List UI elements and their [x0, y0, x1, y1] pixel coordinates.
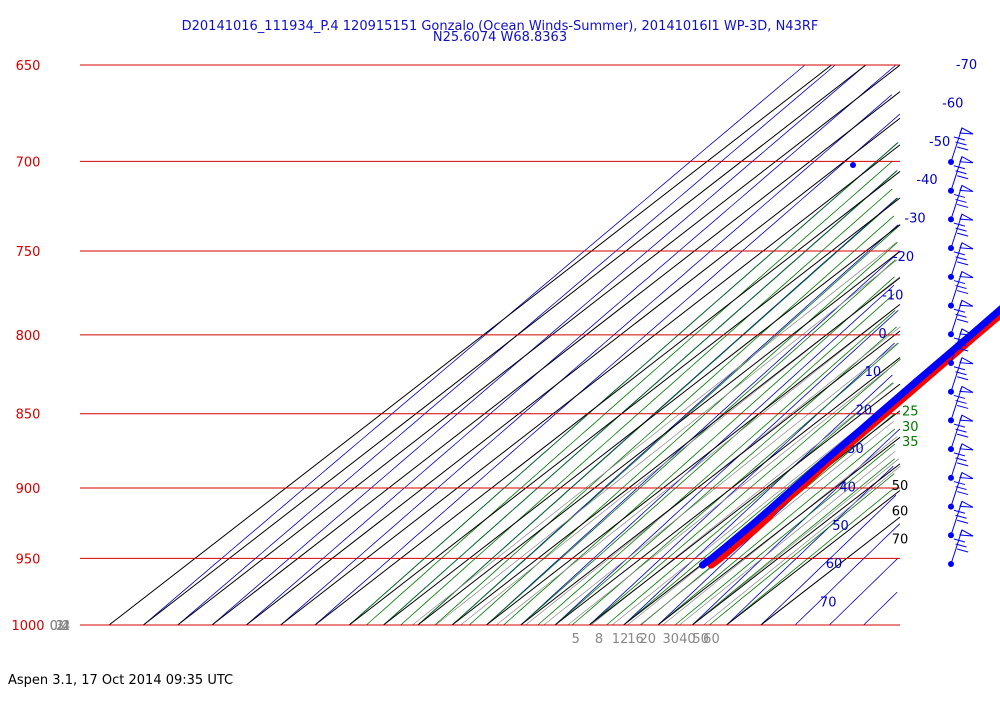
dry-adiabat-label: 60: [826, 557, 843, 572]
wind-barb-feather: [957, 377, 968, 380]
wind-barb-pennant: [960, 300, 973, 306]
pressure-label: 900: [16, 482, 41, 497]
wind-barb-pennant: [960, 272, 973, 278]
dry-adiabat-label: -10: [882, 288, 903, 303]
wind-barb-pennant: [960, 243, 973, 249]
dry-adiabat-line: [281, 95, 892, 625]
wind-barb-pennant: [960, 358, 973, 364]
moist-adiabat-line: [521, 294, 895, 625]
dry-adiabat-label: -70: [956, 58, 977, 73]
pressure-label: 850: [16, 408, 41, 423]
mixing-ratio-label: 30: [662, 632, 679, 647]
wind-barb-feather: [957, 463, 968, 466]
moist-adiabat-label: 25: [902, 405, 919, 420]
dry-adiabat-line: [624, 375, 893, 625]
dry-adiabat-line: [864, 592, 898, 625]
wind-barb-pennant: [960, 157, 973, 163]
wind-barb-pennant: [960, 185, 973, 191]
dry-adiabat-label: 40: [839, 480, 856, 495]
pressure-label: 800: [16, 329, 41, 344]
dry-adiabat-label: 20: [856, 404, 873, 419]
moist-adiabat-line: [675, 444, 895, 625]
pressure-label: 700: [16, 155, 41, 170]
isotherm-line: [315, 171, 900, 625]
wind-barb-feather: [957, 233, 968, 236]
wind-barb-feather: [957, 549, 968, 552]
dry-adiabat-label: -30: [904, 212, 925, 227]
dry-adiabat-label: 70: [820, 596, 837, 611]
pressure-label: 750: [16, 245, 41, 260]
dry-adiabat-label: -60: [942, 96, 963, 111]
mixing-ratio-label: 20: [640, 632, 657, 647]
wind-barb-feather: [957, 319, 968, 322]
wind-barb-pennant: [960, 473, 973, 479]
footer-version: Aspen 3.1, 17 Oct 2014 09:35 UTC: [8, 673, 233, 688]
pressure-label: 950: [16, 552, 41, 567]
wind-barb-feather: [957, 204, 968, 207]
isotherm-label-right: 60: [892, 505, 909, 520]
dry-adiabat-label: -40: [916, 173, 937, 188]
dry-adiabat-label: 0: [878, 327, 886, 342]
dry-adiabat-label: -50: [929, 135, 950, 150]
moist-adiabat-line: [384, 171, 898, 625]
pressure-label: 1000: [11, 619, 44, 634]
wind-barb-feather: [957, 176, 968, 179]
moist-adiabat-line: [709, 474, 894, 626]
wind-barb-pennant: [960, 530, 973, 536]
dry-adiabat-line: [727, 466, 894, 625]
dry-adiabat-line: [246, 65, 896, 625]
isotherm-line: [281, 145, 900, 625]
isotherm-line: [486, 304, 900, 625]
dewpoint-line-start: [699, 562, 706, 569]
moist-adiabat-label: 35: [902, 435, 919, 450]
wind-barb-feather: [957, 405, 968, 408]
isotherm-line: [658, 437, 900, 625]
mixing-ratio-label: 8: [595, 632, 603, 647]
moist-adiabat-line: [349, 143, 898, 625]
wind-barb-feather: [957, 520, 968, 523]
moist-adiabat-line: [727, 488, 895, 625]
wind-barb-pennant: [960, 386, 973, 392]
moist-adiabat-line: [555, 327, 897, 625]
isotherm-label-right: 50: [892, 479, 909, 494]
isotherm-line: [178, 65, 900, 625]
wind-barb-pennant: [960, 415, 973, 421]
mixing-ratio-label: 5: [572, 632, 580, 647]
wind-barb-feather: [957, 147, 968, 150]
wind-barb-feather: [957, 291, 968, 294]
mixing-ratio-label: 12: [612, 632, 629, 647]
wind-barb-pennant: [960, 444, 973, 450]
wind-barb-pennant: [960, 128, 973, 134]
mixing-ratio-line: [568, 367, 891, 625]
moist-adiabat-line: [401, 189, 893, 625]
isotherm-label-right: 70: [892, 533, 909, 548]
wind-barb-feather: [957, 492, 968, 495]
dewpoint-point: [850, 162, 856, 168]
dry-adiabat-line: [692, 429, 900, 625]
dry-adiabat-label: 50: [832, 519, 849, 534]
moist-adiabat-label: 30: [902, 420, 919, 435]
pressure-label: 650: [16, 59, 41, 74]
dry-adiabats: [143, 65, 900, 625]
isotherm-line: [143, 65, 865, 625]
mixing-ratio-label: 3: [56, 619, 64, 634]
dry-adiabat-label: -20: [893, 250, 914, 265]
wind-barb-pennant: [960, 501, 973, 507]
wind-barb-pennant: [960, 214, 973, 220]
isotherm-line: [521, 331, 900, 625]
isotherm-line: [109, 65, 831, 625]
dry-adiabat-line: [555, 310, 898, 625]
dry-adiabat-label: 10: [865, 365, 882, 380]
dry-adiabat-line: [795, 524, 900, 625]
wind-barb-feather: [957, 262, 968, 265]
wind-barb-feather: [957, 434, 968, 437]
moist-adiabat-line: [366, 161, 892, 625]
mixing-ratio-label: 60: [703, 632, 720, 647]
